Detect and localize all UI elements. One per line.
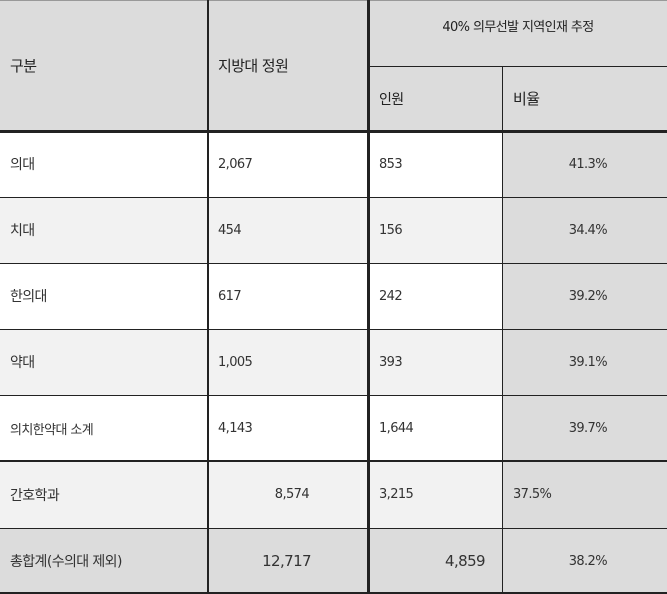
- row-quota: 8,574: [274, 487, 310, 502]
- row-ratio-cell: 34.4%: [503, 197, 667, 263]
- divider: [0, 197, 667, 198]
- divider: [367, 0, 370, 594]
- row-people-cell: 3,215: [369, 461, 503, 528]
- row-people: 4,859: [445, 552, 486, 570]
- row-people-cell: 242: [369, 263, 503, 329]
- divider: [0, 329, 667, 330]
- row-quota-cell: 8,574: [208, 461, 369, 528]
- table-row: 치대: [0, 197, 208, 263]
- table-row: 간호학과: [0, 461, 208, 528]
- row-name: 의치한약대 소계: [10, 422, 94, 438]
- row-ratio-cell: 37.5%: [503, 461, 667, 528]
- row-quota: 617: [218, 288, 242, 304]
- header-group-label: 40% 의무선발 지역인재 추정: [442, 20, 594, 35]
- row-ratio: 39.1%: [568, 354, 608, 370]
- row-ratio: 38.2%: [568, 553, 608, 569]
- divider: [0, 395, 667, 396]
- row-name: 총합계(수의대 제외): [10, 554, 122, 570]
- row-ratio-cell: 39.7%: [503, 395, 667, 461]
- row-quota: 4,143: [218, 420, 253, 436]
- header-category-label: 구분: [10, 57, 37, 75]
- divider: [0, 263, 667, 264]
- table-row: 한의대: [0, 263, 208, 329]
- row-people: 3,215: [379, 487, 414, 502]
- divider: [0, 460, 667, 462]
- row-quota-cell: 454: [208, 197, 369, 263]
- row-name: 의대: [10, 157, 35, 173]
- row-people-cell: 4,859: [369, 528, 503, 594]
- row-ratio-cell: 38.2%: [503, 528, 667, 594]
- table-row: 총합계(수의대 제외): [0, 528, 208, 594]
- row-people: 393: [379, 354, 403, 370]
- row-quota: 1,005: [218, 354, 253, 370]
- divider: [0, 0, 667, 1]
- row-name: 약대: [10, 355, 35, 371]
- row-ratio: 39.2%: [568, 288, 608, 304]
- row-quota-cell: 2,067: [208, 131, 369, 197]
- header-ratio: 비율: [503, 66, 667, 131]
- row-quota: 454: [218, 222, 242, 238]
- row-people-cell: 393: [369, 329, 503, 395]
- row-people: 1,644: [379, 420, 414, 436]
- row-ratio: 39.7%: [568, 420, 608, 436]
- row-name: 한의대: [10, 289, 47, 305]
- table-row: 의치한약대 소계: [0, 395, 208, 461]
- header-quota-label: 지방대 정원: [218, 57, 289, 75]
- divider: [207, 0, 209, 594]
- row-quota-cell: 1,005: [208, 329, 369, 395]
- row-ratio-cell: 39.1%: [503, 329, 667, 395]
- row-ratio: 41.3%: [568, 156, 608, 172]
- table-row: 약대: [0, 329, 208, 395]
- row-ratio: 37.5%: [513, 487, 552, 502]
- row-ratio-cell: 39.2%: [503, 263, 667, 329]
- row-people-cell: 156: [369, 197, 503, 263]
- header-category: 구분: [0, 0, 208, 131]
- row-people-cell: 1,644: [369, 395, 503, 461]
- row-name: 간호학과: [10, 487, 60, 504]
- row-people: 242: [379, 288, 403, 304]
- row-quota-cell: 12,717: [208, 528, 369, 594]
- row-ratio: 34.4%: [568, 222, 608, 238]
- divider: [0, 592, 667, 594]
- row-name: 치대: [10, 223, 35, 239]
- row-quota: 2,067: [218, 156, 253, 172]
- header-people-label: 인원: [379, 91, 404, 108]
- header-ratio-label: 비율: [513, 90, 540, 108]
- row-people-cell: 853: [369, 131, 503, 197]
- divider: [0, 130, 667, 133]
- divider: [0, 528, 667, 529]
- header-people: 인원: [369, 66, 503, 131]
- divider: [502, 66, 503, 594]
- row-ratio-cell: 41.3%: [503, 131, 667, 197]
- divider: [369, 66, 667, 67]
- row-people: 853: [379, 156, 403, 172]
- table-row: 의대: [0, 131, 208, 197]
- header-quota: 지방대 정원: [208, 0, 369, 131]
- row-people: 156: [379, 222, 403, 238]
- header-group: 40% 의무선발 지역인재 추정: [369, 0, 667, 66]
- row-quota-cell: 4,143: [208, 395, 369, 461]
- row-quota-cell: 617: [208, 263, 369, 329]
- row-quota: 12,717: [262, 552, 311, 570]
